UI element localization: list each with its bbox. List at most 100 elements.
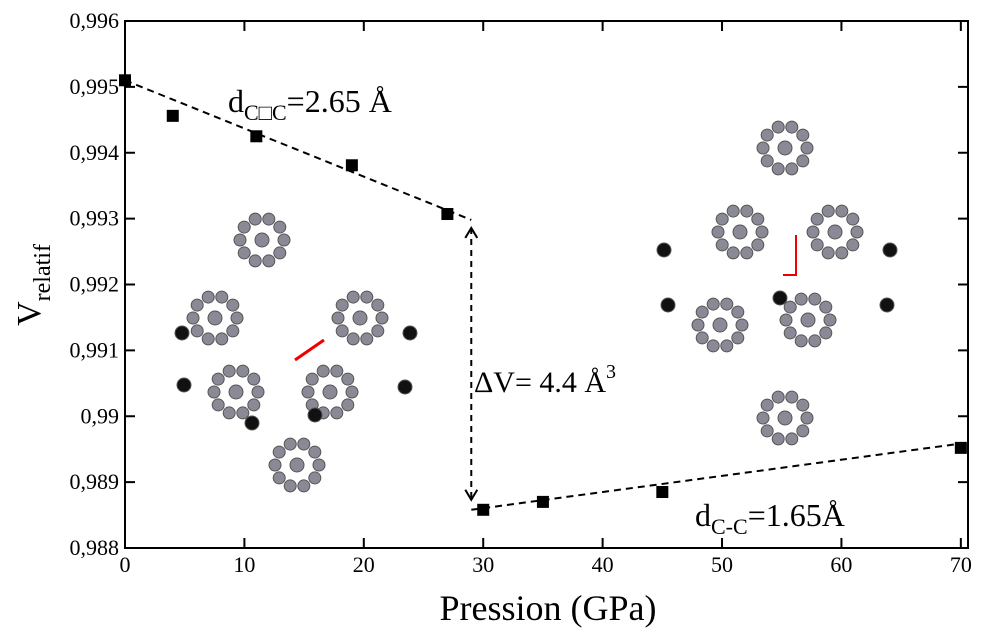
atom xyxy=(810,212,824,226)
atom xyxy=(211,372,225,386)
atom xyxy=(846,212,860,226)
atom xyxy=(375,311,389,325)
atom xyxy=(273,220,287,234)
atom xyxy=(346,290,360,304)
atom xyxy=(785,390,799,404)
atom xyxy=(228,384,244,400)
y-label-sub: relatif xyxy=(30,244,56,301)
atom xyxy=(715,212,729,226)
annotation: dC-C=1.65Å xyxy=(695,497,845,539)
atom xyxy=(262,212,276,226)
atom xyxy=(796,424,810,438)
atom xyxy=(712,317,728,333)
atom xyxy=(800,411,814,425)
atom xyxy=(810,238,824,252)
atom xyxy=(316,364,330,378)
atom xyxy=(779,313,793,327)
data-point xyxy=(656,486,669,499)
x-tick-label: 50 xyxy=(711,552,733,577)
atom xyxy=(800,141,814,155)
atom xyxy=(207,310,223,326)
x-tick-label: 60 xyxy=(830,552,852,577)
atom xyxy=(740,204,754,218)
atom xyxy=(695,305,709,319)
atom xyxy=(796,154,810,168)
atom xyxy=(740,246,754,260)
atom xyxy=(330,406,344,420)
atom xyxy=(201,332,215,346)
atom xyxy=(277,233,291,247)
x-tick-label: 10 xyxy=(233,552,255,577)
atom xyxy=(846,238,860,252)
atom xyxy=(660,297,676,313)
fit-line xyxy=(124,79,472,221)
atom xyxy=(268,458,282,472)
data-point xyxy=(119,74,131,87)
atom xyxy=(794,334,808,348)
atom xyxy=(190,298,204,312)
x-tick-label: 0 xyxy=(120,552,131,577)
atom xyxy=(783,300,797,314)
data-point xyxy=(954,441,967,454)
atom xyxy=(731,331,745,345)
atom xyxy=(823,313,837,327)
annotation: ΔV= 4.4 Å3 xyxy=(474,361,616,399)
atom xyxy=(289,457,305,473)
x-axis-label: Pression (GPa) xyxy=(440,588,657,628)
atom xyxy=(331,311,345,325)
atom xyxy=(248,212,262,226)
atom xyxy=(794,292,808,306)
annotation: dC□C=2.65 Å xyxy=(228,83,392,125)
atom xyxy=(402,325,418,341)
atom xyxy=(800,312,816,328)
atom xyxy=(796,128,810,142)
atom xyxy=(706,297,720,311)
atom xyxy=(248,254,262,268)
atom xyxy=(297,479,311,493)
atom xyxy=(785,432,799,446)
atom xyxy=(211,398,225,412)
atom xyxy=(850,225,864,239)
atom xyxy=(283,479,297,493)
data-point xyxy=(166,109,179,122)
annotation-sup: 3 xyxy=(606,361,616,383)
atom xyxy=(322,384,338,400)
atom xyxy=(771,162,785,176)
data-point xyxy=(345,159,358,172)
atom xyxy=(360,332,374,346)
y-tick-label: 0,994 xyxy=(70,140,120,165)
atom xyxy=(330,364,344,378)
annotation-base: d xyxy=(228,83,244,119)
atom xyxy=(190,324,204,338)
atom xyxy=(335,324,349,338)
y-tick-label: 0,993 xyxy=(70,206,120,231)
y-tick-label: 0,991 xyxy=(70,337,120,362)
atom xyxy=(821,204,835,218)
atom xyxy=(308,471,322,485)
atom xyxy=(251,385,265,399)
atom xyxy=(345,385,359,399)
atom xyxy=(312,458,326,472)
atom xyxy=(771,432,785,446)
atom xyxy=(237,246,251,260)
annotation-rest: =1.65Å xyxy=(748,497,845,533)
structure-images xyxy=(174,120,898,493)
atom xyxy=(222,364,236,378)
x-tick-label: 40 xyxy=(592,552,614,577)
atom xyxy=(756,411,770,425)
arrow-head xyxy=(464,225,479,239)
atom xyxy=(796,398,810,412)
atom xyxy=(819,300,833,314)
atom xyxy=(695,331,709,345)
atom xyxy=(735,318,749,332)
atom xyxy=(341,398,355,412)
annotation-base: ΔV= 4.4 Å xyxy=(474,366,606,399)
y-tick-label: 0,992 xyxy=(70,272,120,297)
atom xyxy=(706,339,720,353)
atom xyxy=(783,326,797,340)
atom xyxy=(307,407,323,423)
data-point xyxy=(477,503,490,516)
annotation-sub: C□C xyxy=(244,100,287,125)
atom xyxy=(760,154,774,168)
